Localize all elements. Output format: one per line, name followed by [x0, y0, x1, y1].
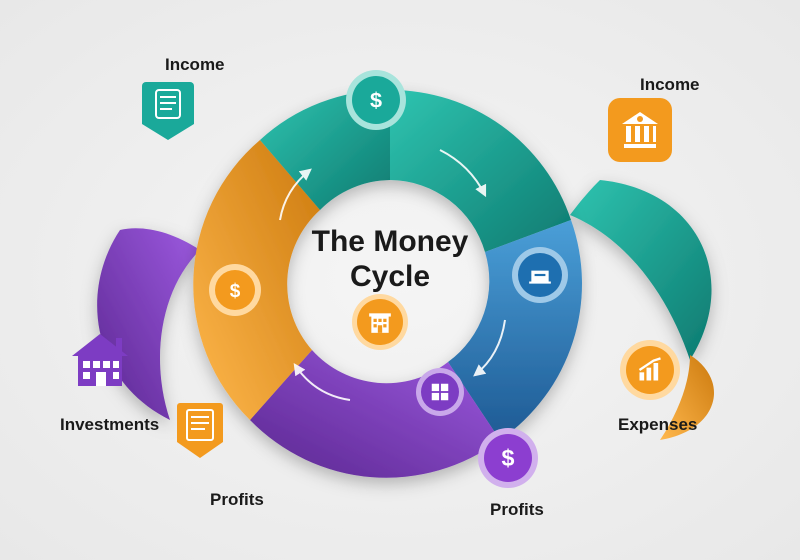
chart-icon	[636, 356, 664, 384]
profits-right-badge: $	[478, 428, 538, 488]
title-line2: Cycle	[350, 260, 430, 293]
dollar-icon: $	[363, 87, 389, 113]
device-badge	[512, 247, 568, 303]
income-left-badge	[142, 80, 194, 140]
money-cycle-infographic: The Money Cycle Income $ Income	[0, 0, 800, 560]
bank-icon	[618, 108, 662, 152]
investments-badge	[68, 330, 132, 390]
expenses-badge	[620, 340, 680, 400]
income-right-badge	[608, 98, 672, 162]
device-icon	[527, 262, 553, 288]
label-profits-right: Profits	[490, 500, 544, 520]
label-investments: Investments	[60, 415, 159, 435]
label-income-left: Income	[165, 55, 225, 75]
grid-badge	[416, 368, 464, 416]
svg-text:$: $	[230, 281, 241, 302]
profits-left-badge	[177, 402, 223, 458]
label-expenses: Expenses	[618, 415, 697, 435]
label-income-right: Income	[640, 75, 700, 95]
center-title: The Money Cycle	[300, 225, 480, 294]
dollar-left-badge: $	[209, 264, 261, 316]
ribbon-teal-right	[570, 180, 712, 360]
center-building-badge	[352, 294, 408, 350]
house-icon	[68, 328, 132, 392]
svg-text:$: $	[502, 445, 515, 471]
grid-icon	[429, 381, 451, 403]
svg-text:$: $	[370, 88, 382, 113]
label-profits-left: Profits	[210, 490, 264, 510]
dollar-icon: $	[494, 444, 522, 472]
title-line1: The Money	[312, 225, 469, 258]
building-icon	[367, 309, 393, 335]
dollar-top-badge: $	[346, 70, 406, 130]
dollar-icon: $	[223, 278, 247, 302]
